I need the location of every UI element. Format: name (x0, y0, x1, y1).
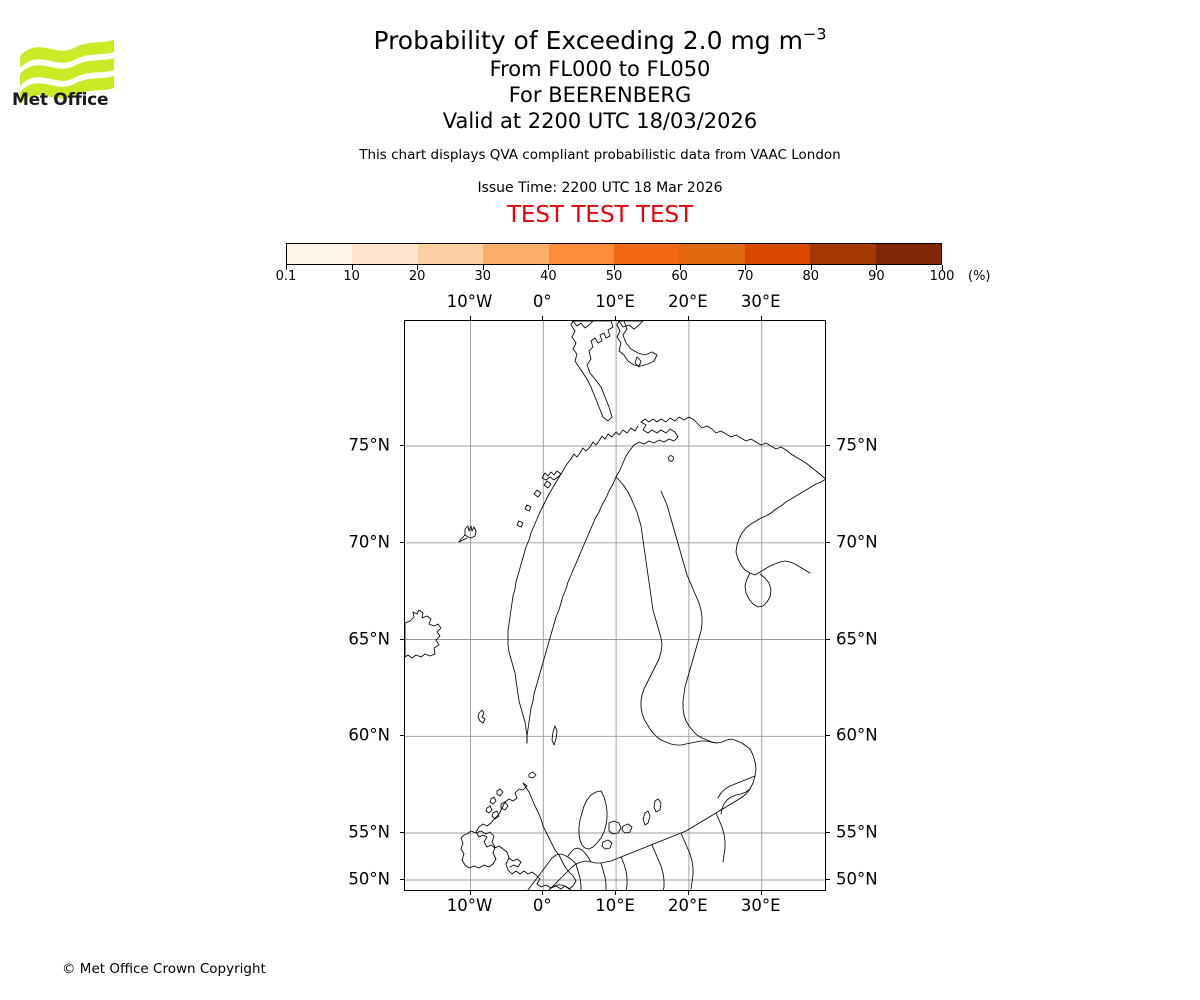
colorbar-tick-2 (417, 265, 419, 270)
colorbar-segment-2 (417, 244, 484, 264)
lat-label-right-1: 70°N (836, 532, 878, 552)
colorbar-tick-6 (679, 265, 681, 270)
lat-label-left-2: 65°N (348, 629, 390, 648)
lon-tick-bottom-0 (469, 891, 471, 895)
lat-tick-left-0 (400, 445, 404, 446)
lat-label-left-1: 70°N (348, 532, 390, 552)
lat-label-left-4: 55°N (348, 822, 390, 842)
lon-tick-bottom-2 (615, 891, 617, 895)
colorbar-tick-label-8: 80 (802, 269, 820, 284)
lat-tick-right-2 (826, 638, 830, 640)
colorbar-tick-label-1: 10 (343, 269, 360, 284)
lat-label-right-3: 60°N (836, 725, 878, 745)
lon-label-bottom-0: 10°W (446, 896, 493, 915)
colorbar-tick-8 (810, 265, 812, 270)
main-title-exponent: −3 (802, 24, 827, 44)
colorbar-tick-label-0: 0.1 (275, 269, 297, 284)
lat-label-left-3: 60°N (348, 725, 390, 745)
lon-label-top-3: 20°E (668, 292, 708, 311)
valid-time-subtitle: Valid at 2200 UTC 18/03/2026 (442, 109, 758, 133)
colorbar-tick-0 (286, 265, 287, 270)
lon-tick-top-3 (687, 316, 689, 320)
colorbar-segment-8 (810, 244, 876, 264)
colorbar-tick-label-6: 60 (671, 269, 688, 284)
colorbar-segment-7 (744, 244, 811, 264)
chart-title-block: Probability of Exceeding 2.0 mg m−3 From… (0, 0, 1200, 228)
colorbar-tick-4 (548, 265, 550, 270)
lat-label-right-5: 50°N (836, 869, 878, 889)
lat-tick-right-0 (826, 445, 830, 446)
lat-label-right-4: 55°N (836, 822, 878, 842)
lon-label-bottom-3: 20°E (668, 896, 708, 915)
met-office-logo (12, 22, 122, 117)
lon-label-top-4: 30°E (740, 292, 781, 311)
colorbar-tick-10 (942, 265, 943, 270)
lat-tick-left-2 (400, 638, 404, 640)
lat-tick-left-5 (400, 879, 404, 880)
lon-tick-bottom-4 (760, 891, 762, 895)
test-banner: TEST TEST TEST (506, 202, 694, 228)
page-title: Probability of Exceeding 2.0 mg m−3 (0, 26, 1200, 56)
main-title-text: Probability of Exceeding 2.0 mg m (373, 26, 803, 55)
colorbar-segment-4 (548, 244, 615, 264)
lon-tick-top-4 (760, 316, 762, 320)
lat-label-left-0: 75°N (348, 435, 390, 455)
colorbar-tick-1 (351, 265, 353, 270)
lat-label-left-5: 50°N (348, 869, 390, 889)
colorbar-tick-label-10: 100 (929, 269, 955, 284)
issue-time-label: Issue Time: 2200 UTC 18 Mar 2026 (477, 180, 723, 196)
colorbar-tick-label-9: 90 (868, 269, 885, 284)
lat-tick-right-1 (826, 541, 830, 543)
lat-label-right-2: 65°N (836, 629, 878, 648)
colorbar-segment-1 (352, 244, 418, 264)
lat-label-right-0: 75°N (836, 435, 878, 455)
colorbar-segment-9 (875, 244, 942, 264)
probability-colorbar: 0.1 10 20 30 40 50 60 70 80 90 100 (276, 243, 954, 284)
colorbar-gradient (286, 243, 942, 265)
met-office-wordmark: Met Office (12, 90, 109, 110)
lon-label-bottom-2: 10°E (595, 896, 635, 915)
flight-level-subtitle: From FL000 to FL050 (489, 57, 711, 81)
colorbar-segment-5 (614, 244, 680, 264)
colorbar-segment-3 (483, 244, 549, 264)
lon-tick-bottom-1 (542, 891, 544, 895)
colorbar-tick-label-4: 40 (540, 269, 557, 284)
lat-tick-left-3 (400, 735, 404, 737)
colorbar-tick-label-5: 50 (605, 269, 623, 284)
colorbar-tick-5 (614, 265, 615, 270)
met-office-logo-waves (20, 40, 114, 104)
colorbar-segment-0 (287, 244, 353, 264)
colorbar-tick-label-3: 30 (474, 269, 492, 284)
map-canvas (405, 321, 825, 890)
lon-tick-top-0 (469, 316, 471, 320)
lat-tick-left-4 (400, 832, 404, 833)
copyright-notice: © Met Office Crown Copyright (62, 961, 266, 977)
colorbar-tick-label-2: 20 (408, 269, 426, 284)
volcano-subtitle: For BEERENBERG (508, 83, 692, 107)
lon-label-bottom-1: 0° (532, 896, 552, 915)
lat-tick-left-1 (400, 541, 404, 543)
map-coastlines (405, 321, 825, 890)
colorbar-tick-7 (745, 265, 747, 270)
lat-tick-right-3 (826, 735, 830, 737)
qva-compliance-note: This chart displays QVA compliant probab… (359, 147, 841, 163)
lat-tick-right-4 (826, 832, 830, 833)
colorbar-segment-6 (679, 244, 745, 264)
colorbar-tick-label-7: 70 (736, 269, 754, 284)
lon-label-top-2: 10°E (595, 292, 635, 311)
lon-label-bottom-4: 30°E (740, 896, 781, 915)
lon-tick-bottom-3 (687, 891, 689, 895)
lat-tick-right-5 (826, 879, 830, 880)
colorbar-tick-9 (876, 265, 878, 270)
lon-label-top-1: 0° (532, 292, 552, 311)
colorbar-tick-3 (482, 265, 484, 270)
colorbar-unit-label: (%) (968, 269, 991, 284)
lon-tick-top-1 (542, 316, 544, 320)
map-plot-area (404, 320, 826, 891)
lon-label-top-0: 10°W (446, 292, 493, 311)
lon-tick-top-2 (615, 316, 617, 320)
